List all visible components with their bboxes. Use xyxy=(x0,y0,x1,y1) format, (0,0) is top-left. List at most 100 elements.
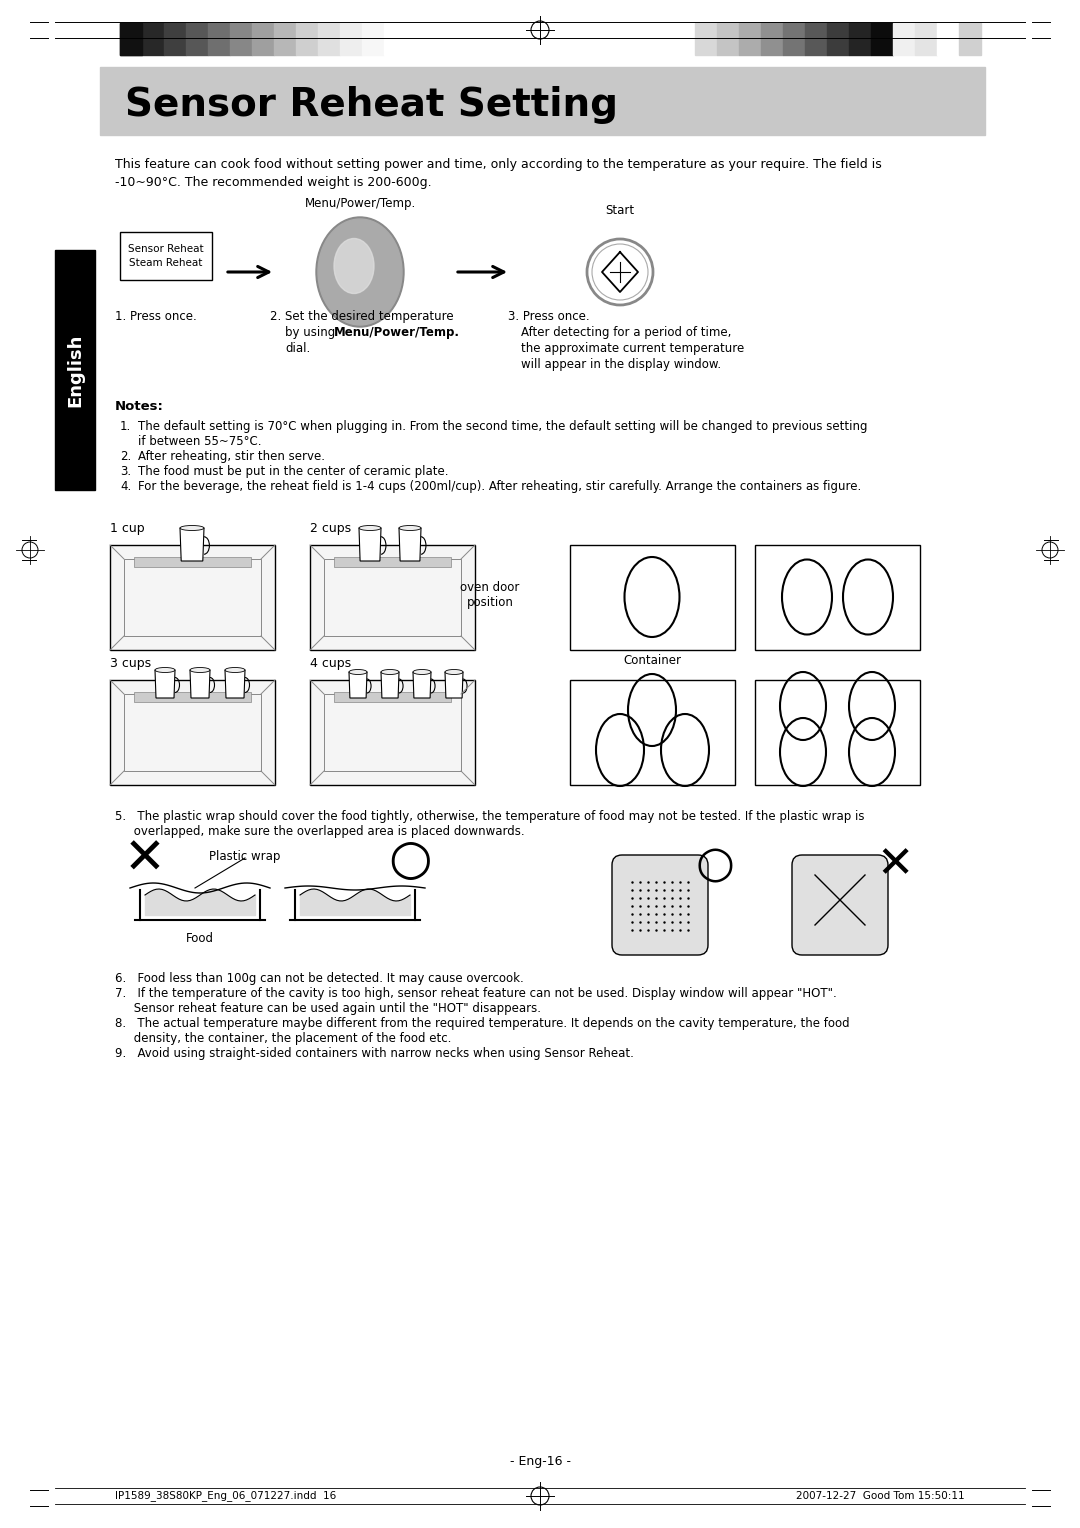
Ellipse shape xyxy=(399,526,421,530)
FancyBboxPatch shape xyxy=(612,856,708,955)
Bar xyxy=(761,23,783,55)
Text: IP1589_38S80KP_Eng_06_071227.indd  16: IP1589_38S80KP_Eng_06_071227.indd 16 xyxy=(114,1490,336,1502)
Bar xyxy=(805,23,827,55)
Bar xyxy=(324,559,461,636)
Text: The default setting is 70°C when plugging in. From the second time, the default : The default setting is 70°C when pluggin… xyxy=(138,420,867,432)
Text: - Eng-16 -: - Eng-16 - xyxy=(510,1456,570,1468)
Text: Sensor Reheat Setting: Sensor Reheat Setting xyxy=(125,86,618,124)
Text: 1 cup: 1 cup xyxy=(110,523,145,535)
Text: if between 55~75°C.: if between 55~75°C. xyxy=(138,435,261,448)
Text: 1.: 1. xyxy=(120,420,132,432)
Bar xyxy=(120,23,141,55)
Ellipse shape xyxy=(359,526,381,530)
Text: 1. Press once.: 1. Press once. xyxy=(114,310,197,322)
Text: After detecting for a period of time,: After detecting for a period of time, xyxy=(521,325,731,339)
Bar xyxy=(893,23,915,55)
Text: Sensor Reheat
Steam Reheat: Sensor Reheat Steam Reheat xyxy=(129,244,204,267)
Text: Sensor reheat feature can be used again until the "HOT" disappears.: Sensor reheat feature can be used again … xyxy=(114,1002,541,1015)
Bar xyxy=(55,251,95,490)
Text: Food: Food xyxy=(186,932,214,944)
Bar xyxy=(849,23,870,55)
Text: dial.: dial. xyxy=(285,342,310,354)
Text: Start: Start xyxy=(606,203,635,217)
Text: oven door
position: oven door position xyxy=(460,581,519,610)
FancyBboxPatch shape xyxy=(792,856,888,955)
Text: English: English xyxy=(66,333,84,406)
Text: For the beverage, the reheat field is 1-4 cups (200ml/cup). After reheating, sti: For the beverage, the reheat field is 1-… xyxy=(138,480,861,494)
Bar xyxy=(340,23,362,55)
Bar xyxy=(208,23,230,55)
Text: 6.   Food less than 100g can not be detected. It may cause overcook.: 6. Food less than 100g can not be detect… xyxy=(114,972,524,986)
Text: 2 cups: 2 cups xyxy=(310,523,351,535)
Ellipse shape xyxy=(349,669,367,674)
Text: ○: ○ xyxy=(696,843,734,886)
Text: 7.   If the temperature of the cavity is too high, sensor reheat feature can not: 7. If the temperature of the cavity is t… xyxy=(114,987,837,999)
Bar xyxy=(570,680,735,785)
Ellipse shape xyxy=(156,668,175,672)
Bar xyxy=(120,23,141,55)
Ellipse shape xyxy=(190,668,210,672)
Text: ✕: ✕ xyxy=(876,843,914,886)
Polygon shape xyxy=(349,672,367,698)
Text: 4 cups: 4 cups xyxy=(310,657,351,669)
Text: Menu/Power/Temp.: Menu/Power/Temp. xyxy=(305,197,416,211)
Text: 3. Press once.: 3. Press once. xyxy=(508,310,590,322)
Text: by using: by using xyxy=(285,325,339,339)
Bar xyxy=(318,23,340,55)
Polygon shape xyxy=(399,529,421,561)
Polygon shape xyxy=(413,672,431,698)
Bar xyxy=(870,23,893,55)
Bar xyxy=(334,692,451,701)
Bar xyxy=(110,680,275,785)
Bar xyxy=(915,23,937,55)
Text: ○: ○ xyxy=(388,836,432,885)
Bar xyxy=(755,545,920,649)
Bar xyxy=(324,694,461,772)
Ellipse shape xyxy=(180,526,204,530)
Bar xyxy=(384,23,406,55)
Bar xyxy=(937,23,959,55)
Bar xyxy=(362,23,384,55)
Text: 3 cups: 3 cups xyxy=(110,657,151,669)
Bar xyxy=(120,232,212,280)
Text: Container: Container xyxy=(623,654,681,668)
Text: density, the container, the placement of the food etc.: density, the container, the placement of… xyxy=(114,1031,451,1045)
Polygon shape xyxy=(156,669,175,698)
Bar xyxy=(334,558,451,567)
Bar xyxy=(230,23,252,55)
Text: 8.   The actual temperature maybe different from the required temperature. It de: 8. The actual temperature maybe differen… xyxy=(114,1018,850,1030)
Text: The food must be put in the center of ceramic plate.: The food must be put in the center of ce… xyxy=(138,465,448,478)
Bar xyxy=(827,23,849,55)
Bar xyxy=(186,23,208,55)
Polygon shape xyxy=(381,672,399,698)
Bar xyxy=(252,23,274,55)
Bar xyxy=(783,23,805,55)
Text: 2007-12-27  Good Tom 15:50:11: 2007-12-27 Good Tom 15:50:11 xyxy=(796,1491,966,1500)
Ellipse shape xyxy=(381,669,399,674)
Bar xyxy=(310,680,475,785)
Bar xyxy=(310,545,475,649)
Polygon shape xyxy=(445,672,463,698)
Text: Menu/Power/Temp.: Menu/Power/Temp. xyxy=(334,325,460,339)
Bar xyxy=(755,680,920,785)
Bar xyxy=(959,23,981,55)
Bar xyxy=(134,558,251,567)
Text: 4.: 4. xyxy=(120,480,132,494)
Polygon shape xyxy=(359,529,381,561)
Ellipse shape xyxy=(445,669,463,674)
Text: Notes:: Notes: xyxy=(114,400,164,413)
Text: ✕: ✕ xyxy=(124,836,166,885)
Polygon shape xyxy=(180,529,204,561)
Bar xyxy=(100,67,985,134)
Text: Plastic wrap: Plastic wrap xyxy=(210,850,281,863)
Bar xyxy=(164,23,186,55)
Bar xyxy=(110,545,275,649)
Polygon shape xyxy=(190,669,210,698)
Text: the approximate current temperature: the approximate current temperature xyxy=(521,342,744,354)
Ellipse shape xyxy=(225,668,245,672)
Ellipse shape xyxy=(316,217,404,327)
Text: 9.   Avoid using straight-sided containers with narrow necks when using Sensor R: 9. Avoid using straight-sided containers… xyxy=(114,1047,634,1060)
Text: 2.: 2. xyxy=(120,451,132,463)
Bar xyxy=(124,694,261,772)
Ellipse shape xyxy=(334,238,374,293)
